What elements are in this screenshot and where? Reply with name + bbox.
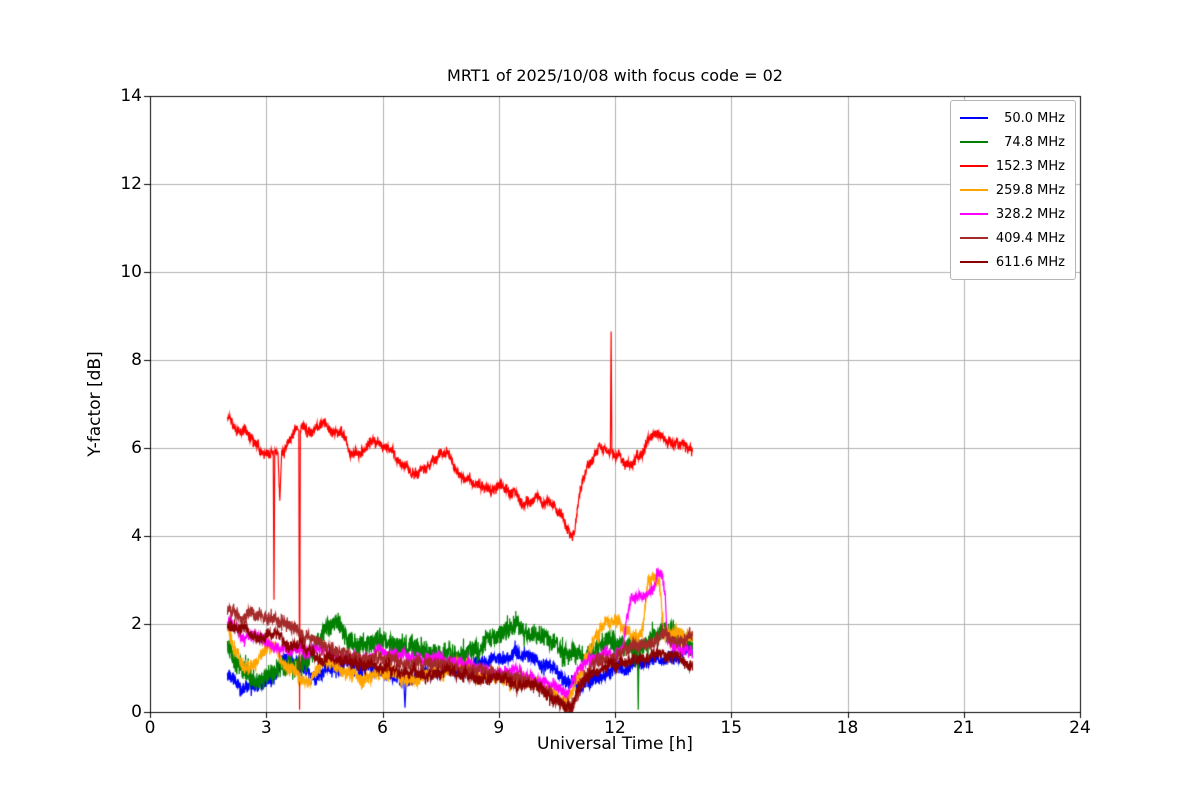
y-axis-label: Y-factor [dB]: [85, 351, 105, 457]
legend-item: 74.8 MHz: [959, 132, 1065, 152]
x-axis-label: Universal Time [h]: [537, 734, 693, 754]
legend-line-swatch: [959, 261, 988, 263]
y-tick-label: 12: [120, 174, 142, 194]
y-tick-label: 14: [120, 86, 142, 106]
x-tick-label: 9: [493, 718, 505, 738]
legend-line-swatch: [959, 189, 988, 191]
legend-line-swatch: [959, 237, 988, 239]
legend-line-swatch: [959, 213, 988, 215]
x-tick-label: 6: [377, 718, 388, 738]
legend: 50.0 MHz 74.8 MHz 152.3 MHz 259.8 MHz 328.2…: [949, 100, 1076, 280]
legend-label: 328.2 MHz: [995, 206, 1065, 222]
legend-line-swatch: [959, 117, 988, 119]
x-tick-label: 0: [144, 718, 156, 738]
y-tick-label: 6: [131, 438, 142, 458]
legend-item: 259.8 MHz: [959, 180, 1065, 200]
x-tick-label: 15: [720, 718, 743, 738]
chart-title: MRT1 of 2025/10/08 with focus code = 02: [447, 66, 783, 85]
y-tick-label: 10: [120, 262, 142, 282]
legend-label: 409.4 MHz: [995, 230, 1065, 246]
x-tick-label: 12: [604, 718, 626, 738]
y-tick-label: 0: [131, 702, 142, 722]
legend-label: 259.8 MHz: [995, 182, 1065, 198]
legend-item: 611.6 MHz: [959, 252, 1065, 272]
legend-label: 611.6 MHz: [995, 254, 1065, 270]
y-tick-label: 8: [131, 350, 142, 370]
y-tick-label: 2: [131, 614, 142, 634]
legend-item: 328.2 MHz: [959, 204, 1065, 224]
x-tick-label: 24: [1069, 718, 1091, 738]
y-tick-label: 4: [131, 526, 142, 546]
legend-line-swatch: [959, 141, 988, 143]
x-tick-label: 3: [260, 718, 272, 738]
legend-item: 50.0 MHz: [959, 108, 1065, 128]
legend-item: 409.4 MHz: [959, 228, 1065, 248]
legend-line-swatch: [959, 165, 988, 167]
legend-label: 50.0 MHz: [995, 110, 1065, 126]
x-tick-label: 18: [836, 718, 859, 738]
x-tick-label: 21: [952, 718, 975, 738]
legend-item: 152.3 MHz: [959, 156, 1065, 176]
legend-label: 74.8 MHz: [995, 134, 1065, 150]
legend-label: 152.3 MHz: [995, 158, 1065, 174]
